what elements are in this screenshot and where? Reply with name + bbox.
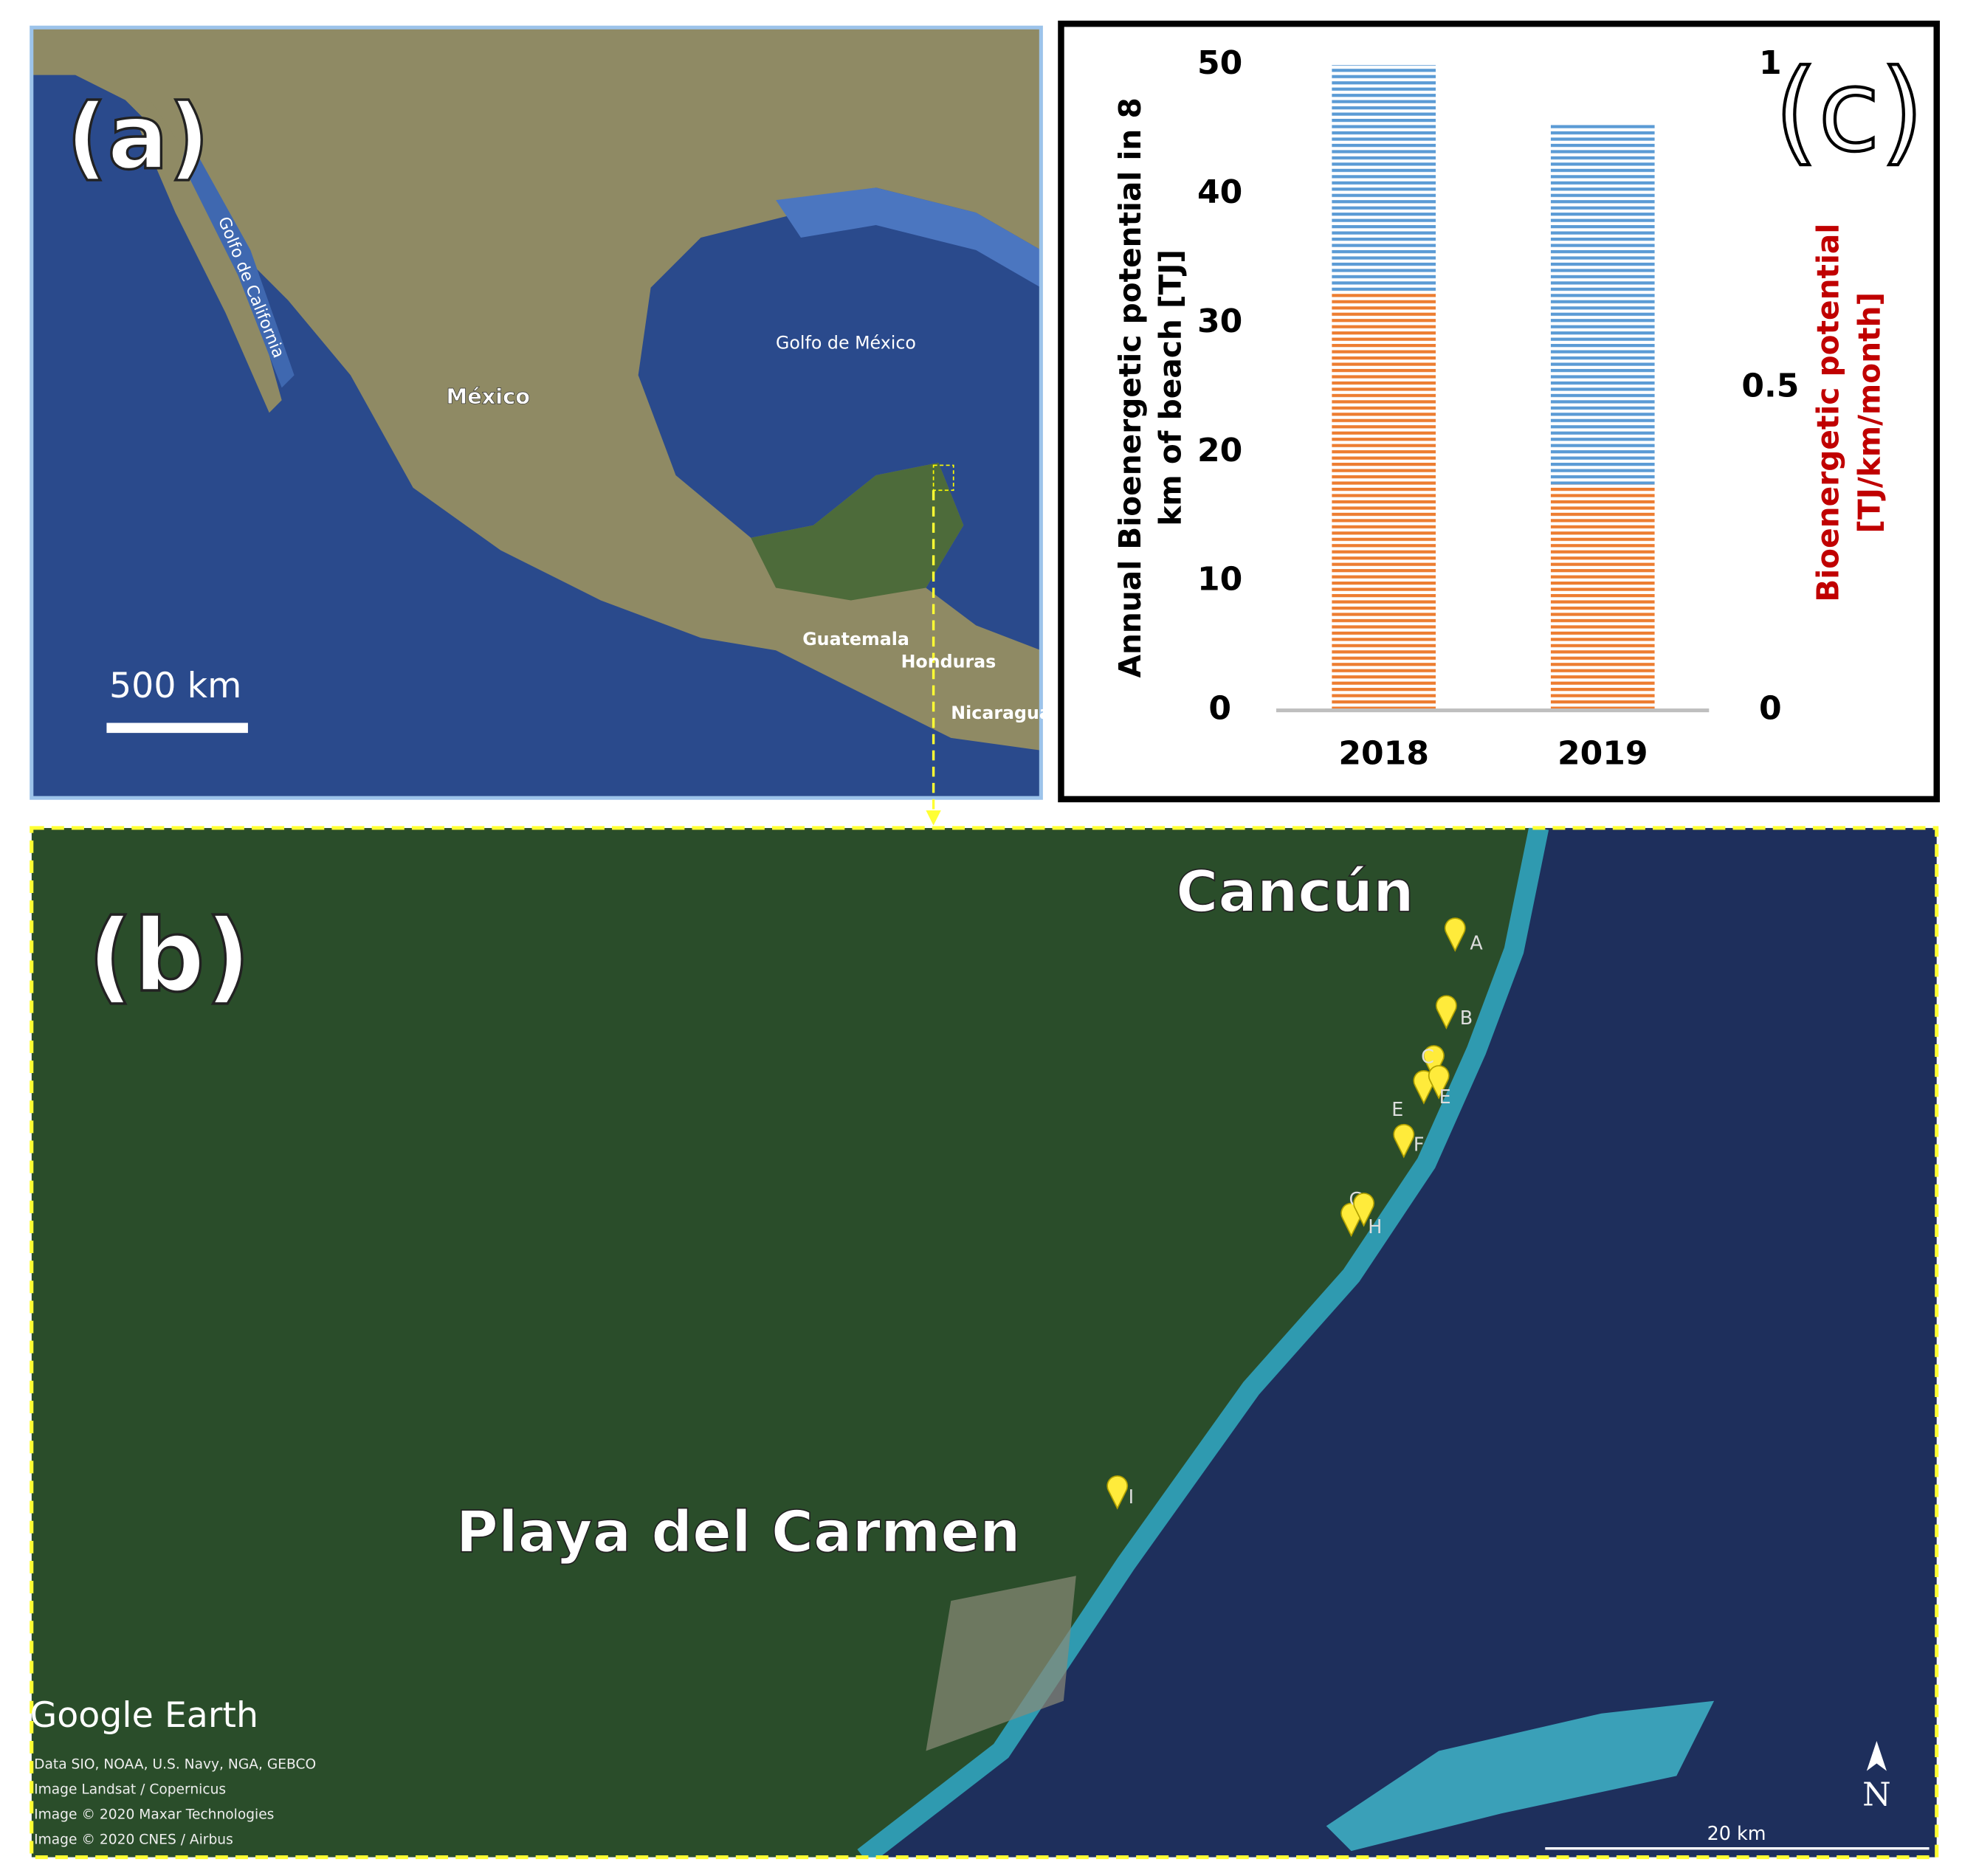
pin-label: F: [1414, 1133, 1425, 1155]
arrow: [926, 810, 941, 826]
north-label: N: [1862, 1776, 1891, 1814]
pin: [1423, 1045, 1445, 1080]
bar-segment: [1332, 65, 1436, 292]
y-axis-title: Annual Bioenergetic potential in 8: [1112, 97, 1148, 677]
credit: Data SIO, NOAA, U.S. Navy, NGA, GEBCO: [34, 1757, 316, 1773]
y-tick-label: 50: [1197, 44, 1242, 82]
y2-tick-label: 0: [1759, 690, 1782, 728]
place-label: Honduras: [901, 652, 997, 672]
pin-label: H: [1368, 1215, 1382, 1238]
bar-segment: [1550, 123, 1655, 485]
brand: Google Earth: [30, 1695, 258, 1736]
y-tick-label: 0: [1208, 690, 1231, 728]
map-a: [31, 27, 1042, 799]
y2-tick-label: 0.5: [1741, 367, 1799, 404]
pin: [1393, 1123, 1415, 1159]
y2-axis-title: [TJ/km/month]: [1852, 292, 1887, 534]
pin: [1106, 1475, 1129, 1510]
place-label: Golfo de México: [776, 333, 916, 354]
pin-label: A: [1470, 931, 1483, 953]
place-label: Nicaragua: [951, 703, 1051, 723]
bar-segment: [1550, 484, 1655, 711]
place-label: Guatemala: [802, 629, 909, 649]
pin: [1353, 1193, 1374, 1227]
y-tick-label: 40: [1197, 173, 1242, 211]
place-label: México: [447, 384, 531, 409]
city-label: Playa del Carmen: [456, 1500, 1021, 1566]
credit: Image © 2020 CNES / Airbus: [34, 1832, 233, 1847]
credit: Image Landsat / Copernicus: [34, 1782, 226, 1798]
pin-label: C: [1421, 1046, 1434, 1068]
chart-frame: [1058, 20, 1940, 803]
frame-a: [30, 25, 1043, 800]
pin-label: E: [1439, 1086, 1451, 1108]
frame-b: [30, 826, 1939, 1860]
scale-label: 20 km: [1707, 1822, 1766, 1844]
north-arrow: [1866, 1740, 1887, 1771]
bar-segment: [1332, 291, 1436, 711]
y2-axis-title: Bioenergetic potential: [1811, 224, 1846, 602]
x-tick-label: 2019: [1557, 735, 1648, 773]
x-tick-label: 2018: [1338, 735, 1429, 773]
pin-label: I: [1129, 1486, 1135, 1508]
y-tick-label: 30: [1197, 303, 1242, 340]
credit: Image © 2020 Maxar Technologies: [34, 1807, 274, 1822]
map-b: [31, 827, 1937, 1858]
y-axis-title: km of beach [TJ]: [1152, 249, 1188, 526]
pin-label: E: [1391, 1098, 1403, 1120]
scale-label: 500 km: [109, 666, 241, 706]
y2-tick-label: 1: [1759, 44, 1782, 82]
pin: [1444, 917, 1466, 952]
y-tick-label: 10: [1197, 561, 1242, 599]
pin-label: B: [1460, 1007, 1473, 1029]
city-label: Cancún: [1176, 859, 1414, 925]
y-tick-label: 20: [1197, 432, 1242, 469]
panel-label: (c): [1775, 45, 1924, 176]
panel-label: (a): [66, 85, 210, 190]
pin: [1428, 1065, 1450, 1100]
panel-label: (b): [88, 897, 251, 1014]
pin: [1436, 995, 1457, 1030]
